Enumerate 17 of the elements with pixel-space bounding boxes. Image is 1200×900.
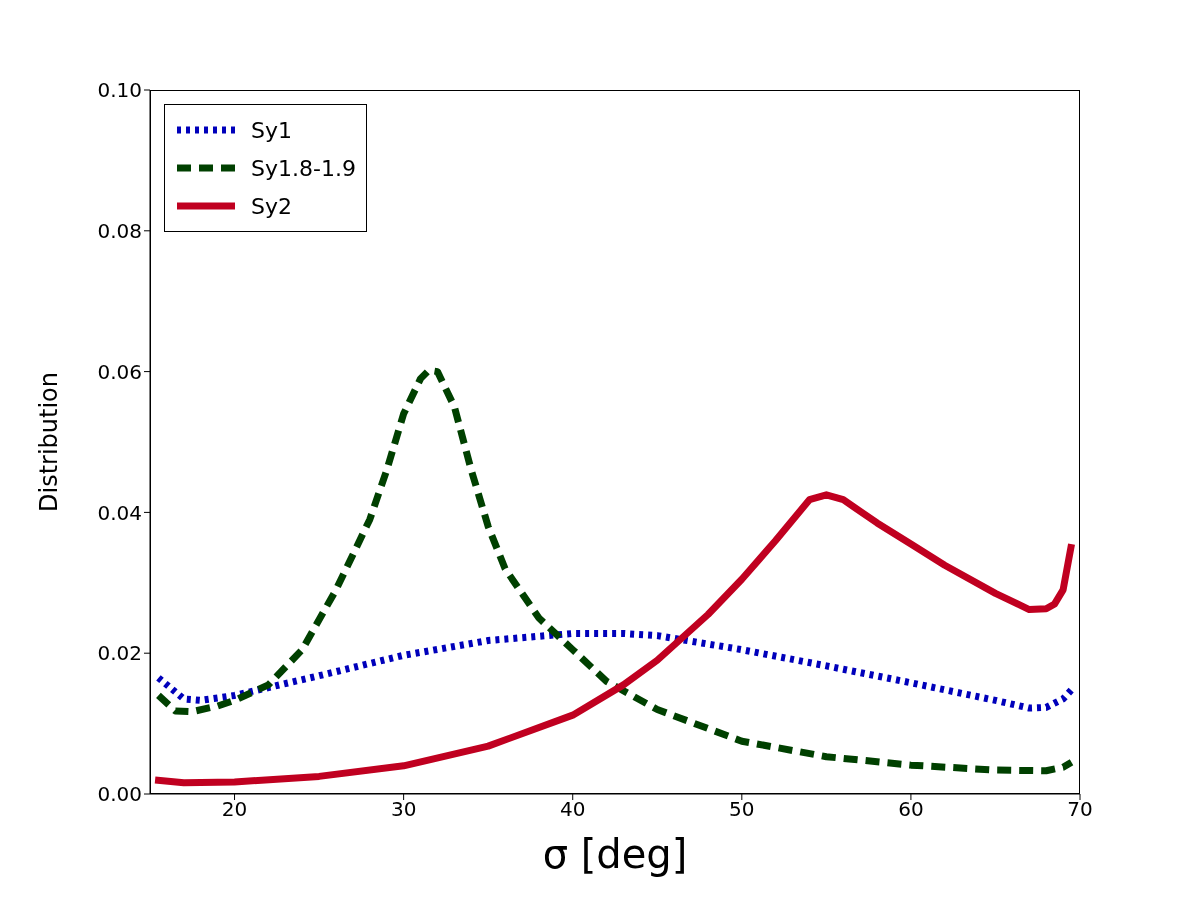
x-tick-label: 20 <box>221 797 248 822</box>
x-tick-label: 60 <box>898 797 924 822</box>
x-tick-label: 50 <box>729 797 755 822</box>
legend-label: Sy2 <box>251 193 292 219</box>
y-tick-label: 0.06 <box>97 359 142 384</box>
x-tick-label: 70 <box>1067 797 1093 822</box>
y-axis-title: Distribution <box>34 371 63 513</box>
x-tick-label: 40 <box>560 797 586 822</box>
y-tick-label: 0.08 <box>97 218 142 243</box>
y-tick-label: 0.02 <box>97 641 142 666</box>
legend-label: Sy1.8-1.9 <box>251 155 356 181</box>
legend-label: Sy1 <box>251 117 292 143</box>
x-axis-title: σ [deg] <box>542 831 688 877</box>
y-tick-label: 0.04 <box>97 500 142 525</box>
y-tick-label: 0.10 <box>97 78 142 103</box>
x-tick-label: 30 <box>390 797 417 822</box>
y-tick-label: 0.00 <box>97 782 142 807</box>
